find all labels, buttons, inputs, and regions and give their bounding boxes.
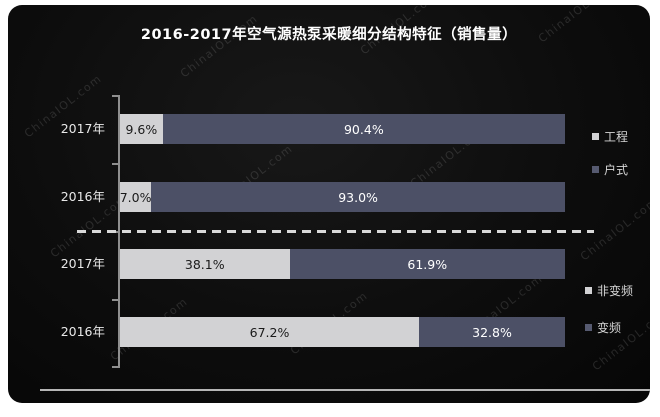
y-axis-tick: [112, 366, 118, 368]
legend-label: 户式: [604, 162, 629, 177]
bar-value-label: 90.4%: [343, 121, 384, 137]
bar-segment: 7.0%: [120, 182, 151, 212]
category-label: 2017年: [60, 121, 105, 136]
bar-value-label: 67.2%: [249, 324, 290, 340]
legend-item: 工程: [592, 129, 629, 144]
legend-label: 非变频: [597, 283, 634, 298]
category-label: 2016年: [60, 189, 105, 204]
legend-swatch-icon: [592, 132, 599, 140]
category-label: 2016年: [60, 324, 105, 339]
chart-title: 2016-2017年空气源热泵采暖细分结构特征（销售量）: [140, 27, 518, 43]
bar-segment: 90.4%: [162, 114, 565, 144]
legend-item: 非变频: [585, 283, 634, 298]
bar-value-label: 32.8%: [472, 324, 512, 340]
bar-segment: 61.9%: [289, 249, 565, 279]
y-axis-tick: [112, 163, 118, 165]
watermark-text: ChinaIOL.com: [590, 304, 650, 374]
bar-segment: 9.6%: [120, 114, 163, 144]
bar-segment: 38.1%: [120, 249, 290, 279]
bar-row: 7.0% 93.0%: [120, 182, 565, 212]
x-baseline: [40, 389, 650, 391]
divider-dashed-line: [77, 230, 594, 233]
chart-card: ChinaIOL.com ChinaIOL.com ChinaIOL.com C…: [8, 5, 650, 403]
y-axis-tick: [112, 299, 118, 301]
legend-swatch-icon: [585, 323, 592, 331]
bar-row: 38.1% 61.9%: [120, 249, 565, 279]
legend-label: 工程: [604, 129, 629, 144]
bar-segment: 67.2%: [120, 317, 420, 347]
legend-item: 户式: [592, 162, 629, 177]
category-label: 2017年: [60, 256, 105, 271]
bar-value-label: 61.9%: [407, 256, 448, 272]
bar-value-label: 9.6%: [125, 121, 158, 137]
bar-segment: 93.0%: [151, 182, 565, 212]
bar-value-label: 93.0%: [338, 189, 378, 205]
legend-item: 变频: [585, 320, 622, 335]
bar-row: 9.6% 90.4%: [120, 114, 565, 144]
bar-value-label: 7.0%: [119, 189, 152, 205]
bar-row: 67.2% 32.8%: [120, 317, 565, 347]
bar-segment: 32.8%: [419, 317, 565, 347]
y-axis-tick: [112, 95, 118, 97]
legend-label: 变频: [597, 320, 622, 335]
bar-value-label: 38.1%: [184, 256, 225, 272]
legend-swatch-icon: [585, 286, 592, 294]
legend-swatch-icon: [592, 165, 599, 173]
